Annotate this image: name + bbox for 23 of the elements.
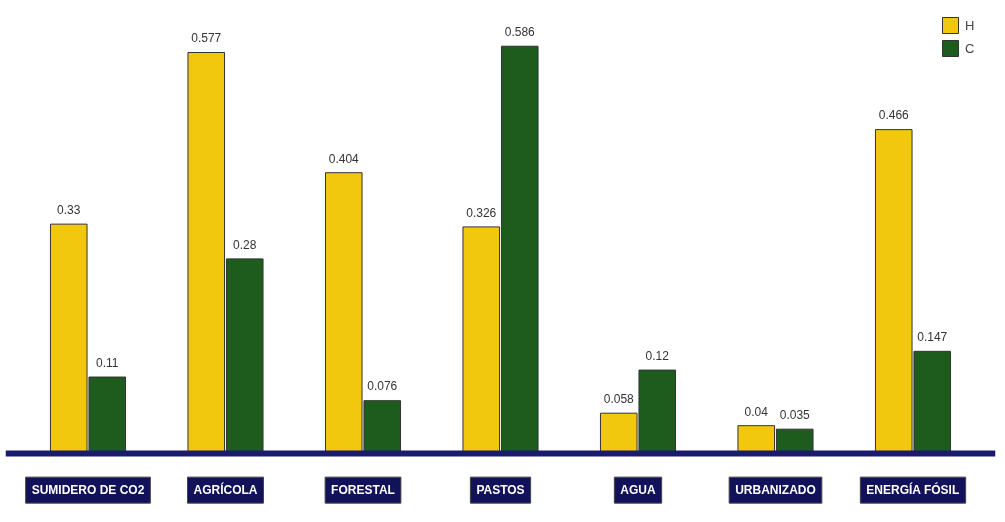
data-label: 0.076 (367, 379, 398, 394)
x-tick-label: URBANIZADO (735, 483, 816, 498)
data-label: 0.28 (233, 237, 257, 252)
data-label: 0.04 (744, 404, 769, 419)
data-label: 0.12 (645, 348, 670, 363)
data-label: 0.326 (466, 205, 497, 220)
x-tick-label: SUMIDERO DE CO2 (31, 483, 145, 498)
data-label: 0.147 (917, 330, 948, 345)
data-label: 0.586 (504, 25, 536, 40)
x-tick-label: AGUA (620, 483, 656, 498)
data-label: 0.466 (878, 108, 910, 123)
data-label: 0.058 (603, 391, 635, 406)
data-label: 0.11 (96, 355, 119, 370)
x-tick-label: AGRÍCOLA (193, 482, 258, 498)
data-label: 0.035 (779, 407, 811, 422)
data-label: 0.33 (57, 202, 81, 217)
x-tick-label: ENERGÍA FÓSIL (866, 482, 960, 498)
data-label: 0.577 (191, 31, 222, 46)
legend-label: H (965, 17, 976, 33)
x-tick-label: PASTOS (476, 483, 525, 498)
legend-label: C (965, 40, 976, 56)
x-tick-label: FORESTAL (331, 483, 395, 498)
data-label: 0.404 (328, 151, 360, 166)
